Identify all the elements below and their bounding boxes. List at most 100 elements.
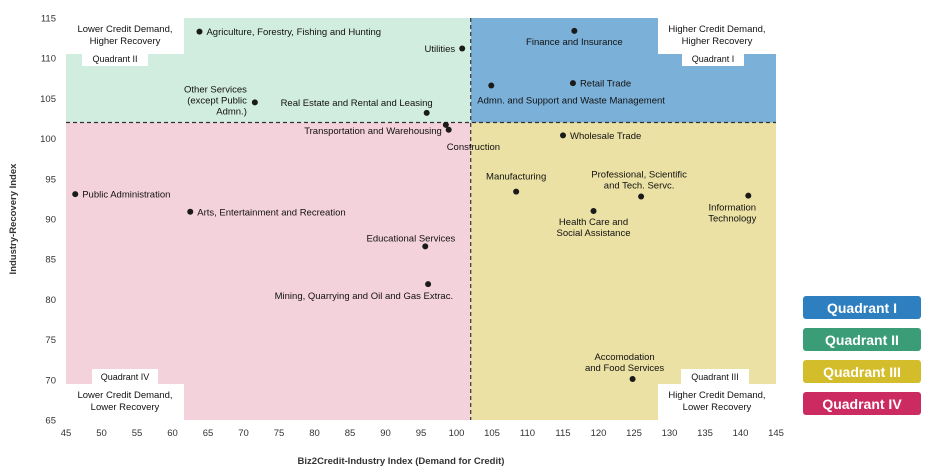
x-axis-ticks: 45 50 55 60 65 70 75 80 85 90 95 100 105 110 115 120 125… xyxy=(61,428,784,439)
y-tick-label: 80 xyxy=(45,295,56,306)
quadrant-iii-corner-box: Higher Credit Demand, Lower Recovery xyxy=(658,384,776,420)
y-tick-label: 70 xyxy=(45,375,56,386)
x-tick-label: 80 xyxy=(309,428,320,439)
quadrant-legend: Quadrant I Quadrant II Quadrant III Quad… xyxy=(803,296,921,424)
quadrant-ii-tag: Quadrant II xyxy=(82,51,148,66)
quadrant-ii-corner-box-bg xyxy=(66,18,184,54)
data-point xyxy=(196,28,203,35)
y-axis-ticks: 65 70 75 80 85 90 95 100 105 110 115 xyxy=(40,14,56,427)
quadrant-iii-tag-bg xyxy=(681,369,749,384)
data-point xyxy=(629,375,636,382)
x-tick-label: 110 xyxy=(520,428,535,439)
x-tick-label: 95 xyxy=(416,428,427,439)
y-tick-label: 110 xyxy=(41,54,56,65)
scatter-chart: Higher Credit Demand, Higher Recovery Lowe… xyxy=(8,14,784,468)
y-tick-label: 65 xyxy=(45,416,56,427)
quadrant-ii-corner-box-text: Lower Credit Demand, Higher Recovery xyxy=(77,24,172,47)
x-tick-label: 105 xyxy=(484,428,500,439)
data-point-label: Accomodation and Food Services xyxy=(585,352,664,374)
data-point xyxy=(72,191,79,198)
data-point xyxy=(745,192,752,199)
data-point-label: Wholesale Trade xyxy=(570,131,641,142)
x-tick-label: 140 xyxy=(733,428,749,439)
quadrant-iii-corner-box-text: Higher Credit Demand, Lower Recovery xyxy=(668,390,765,413)
data-point xyxy=(569,80,576,87)
data-point-label: Mining, Quarrying and Oil and Gas Extrac… xyxy=(275,291,453,302)
x-axis-title: Biz2Credit-Industry Index (Demand for Cr… xyxy=(298,456,505,467)
x-tick-label: 135 xyxy=(697,428,713,439)
data-point xyxy=(425,281,432,288)
x-tick-label: 125 xyxy=(626,428,642,439)
data-point-label: Educational Services xyxy=(367,233,456,244)
quadrant-iv-corner-box-bg xyxy=(66,384,184,420)
legend-quadrant-iii: Quadrant III xyxy=(803,360,921,383)
legend-quadrant-iv: Quadrant IV xyxy=(803,392,921,415)
data-point-label: Retail Trade xyxy=(580,79,631,90)
x-tick-label: 120 xyxy=(591,428,607,439)
y-tick-label: 90 xyxy=(45,215,56,226)
data-point xyxy=(422,243,429,250)
data-point-label: Transportation and Warehousing xyxy=(304,126,442,137)
quadrant-iv-tag: Quadrant IV xyxy=(92,369,158,384)
data-point xyxy=(571,27,578,34)
y-tick-label: 100 xyxy=(40,134,56,145)
data-point-label: Arts, Entertainment and Recreation xyxy=(197,207,345,218)
x-tick-label: 70 xyxy=(238,428,249,439)
data-point xyxy=(459,45,466,52)
quadrant-i-corner-box: Higher Credit Demand, Higher Recovery xyxy=(658,18,776,54)
quadrant-iii-corner-box-bg xyxy=(658,384,776,420)
quadrant-i-corner-box-bg xyxy=(658,18,776,54)
quadrant-ii-tag-label: Quadrant II xyxy=(92,54,137,64)
data-point xyxy=(187,208,194,215)
data-point xyxy=(423,109,430,116)
data-point-label: Construction xyxy=(447,142,500,153)
data-point-label: Professional, Scientific and Tech. Servc. xyxy=(591,169,687,191)
x-tick-label: 145 xyxy=(768,428,784,439)
data-point xyxy=(590,207,597,214)
quadrant-ii-tag-bg xyxy=(82,51,148,66)
quadrant-iv-corner-box: Lower Credit Demand, Lower Recovery xyxy=(66,384,184,420)
y-tick-label: 115 xyxy=(41,14,56,25)
quadrant-iv-corner-box-text: Lower Credit Demand, Lower Recovery xyxy=(77,390,172,413)
quadrant-i-tag-bg xyxy=(682,51,744,66)
data-point-label: Manufacturing xyxy=(486,172,546,183)
y-tick-label: 95 xyxy=(45,174,56,185)
data-point xyxy=(513,188,520,195)
quadrant-i-tag: Quadrant I xyxy=(682,51,744,66)
y-tick-label: 75 xyxy=(45,335,56,346)
x-tick-label: 50 xyxy=(96,428,107,439)
quadrant-iv-tag-bg xyxy=(92,369,158,384)
x-tick-label: 130 xyxy=(662,428,678,439)
x-tick-label: 45 xyxy=(61,428,72,439)
data-point-label: Health Care and Social Assistance xyxy=(557,217,631,239)
data-point xyxy=(488,82,495,89)
data-point-label: Agriculture, Forestry, Fishing and Hunti… xyxy=(206,27,381,38)
quadrant-ii-corner-box: Lower Credit Demand, Higher Recovery xyxy=(66,18,184,54)
data-point-label: Real Estate and Rental and Leasing xyxy=(281,98,433,109)
data-point xyxy=(251,99,258,106)
x-tick-label: 55 xyxy=(132,428,143,439)
quadrant-iv-tag-label: Quadrant IV xyxy=(101,372,150,382)
quadrant-i-tag-label: Quadrant I xyxy=(692,54,735,64)
data-point xyxy=(442,121,449,128)
data-point-label: Information Technology xyxy=(708,203,756,225)
quadrant-iii-tag: Quadrant III xyxy=(681,369,749,384)
y-tick-label: 85 xyxy=(45,255,56,266)
data-point-label: Other Services (except Public Admn.) xyxy=(184,84,247,117)
quadrant-iii-tag-label: Quadrant III xyxy=(691,372,739,382)
data-point xyxy=(560,132,566,139)
x-tick-label: 100 xyxy=(449,428,465,439)
y-axis-title: Industry-Recovery Index xyxy=(8,163,19,275)
legend-quadrant-ii: Quadrant II xyxy=(803,328,921,351)
data-point-label: Admn. and Support and Waste Management xyxy=(477,96,665,107)
data-point-label: Utilities xyxy=(425,44,456,55)
x-tick-label: 85 xyxy=(345,428,356,439)
data-point-label: Finance and Insurance xyxy=(526,37,623,48)
legend-quadrant-i: Quadrant I xyxy=(803,296,921,319)
data-point xyxy=(445,126,452,133)
data-point xyxy=(638,193,645,200)
x-tick-label: 75 xyxy=(274,428,285,439)
x-tick-label: 65 xyxy=(203,428,214,439)
quadrant-i-corner-box-text: Higher Credit Demand, Higher Recovery xyxy=(668,24,765,47)
data-points: Agriculture, Forestry, Fishing and Hunti… xyxy=(72,27,757,382)
